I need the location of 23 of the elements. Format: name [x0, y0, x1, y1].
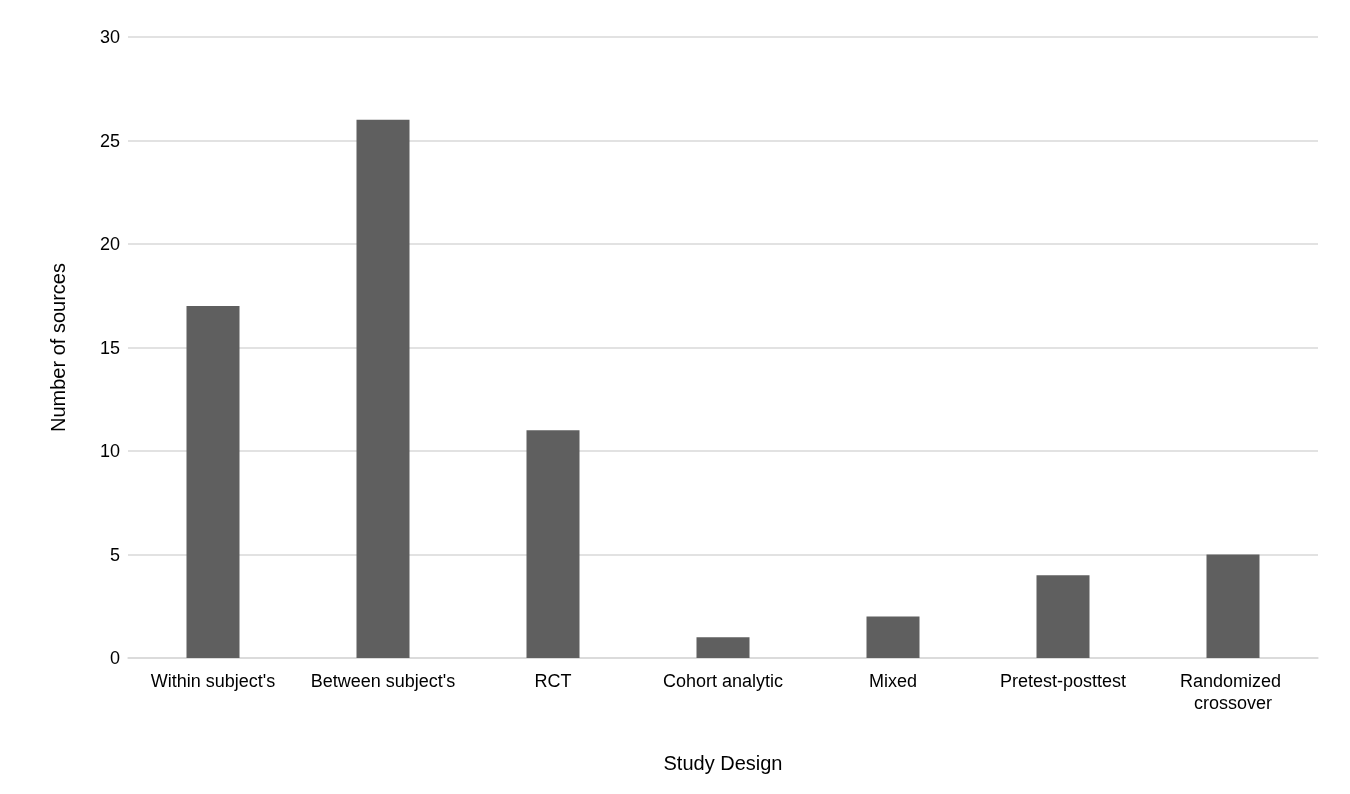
bar — [186, 306, 240, 658]
x-tick-label: Between subject's — [310, 671, 456, 691]
y-tick-label: 0 — [109, 648, 120, 668]
y-tick-label: 5 — [109, 544, 120, 565]
bar — [526, 430, 580, 658]
y-tick-label: 20 — [99, 234, 120, 254]
bar — [866, 616, 920, 658]
x-tick-label: Mixed — [868, 671, 918, 691]
y-axis-title: Number of sources — [47, 263, 69, 432]
y-tick-label: 30 — [99, 27, 120, 47]
x-tick-label: Within subject's — [150, 671, 276, 691]
x-tick-label: Randomized crossover — [1179, 671, 1287, 713]
y-tick-label: 10 — [99, 441, 120, 461]
x-tick-label: Pretest-posttest — [999, 671, 1127, 691]
x-tick-label: Cohort analytic — [662, 671, 784, 691]
bar — [356, 119, 410, 658]
y-tick-label: 15 — [99, 337, 120, 358]
bar — [1036, 575, 1090, 658]
y-tick-label: 25 — [99, 130, 120, 151]
x-axis-title: Study Design — [663, 752, 783, 774]
bar — [696, 637, 750, 658]
x-tick-label: RCT — [534, 671, 572, 691]
bar — [1206, 554, 1260, 658]
